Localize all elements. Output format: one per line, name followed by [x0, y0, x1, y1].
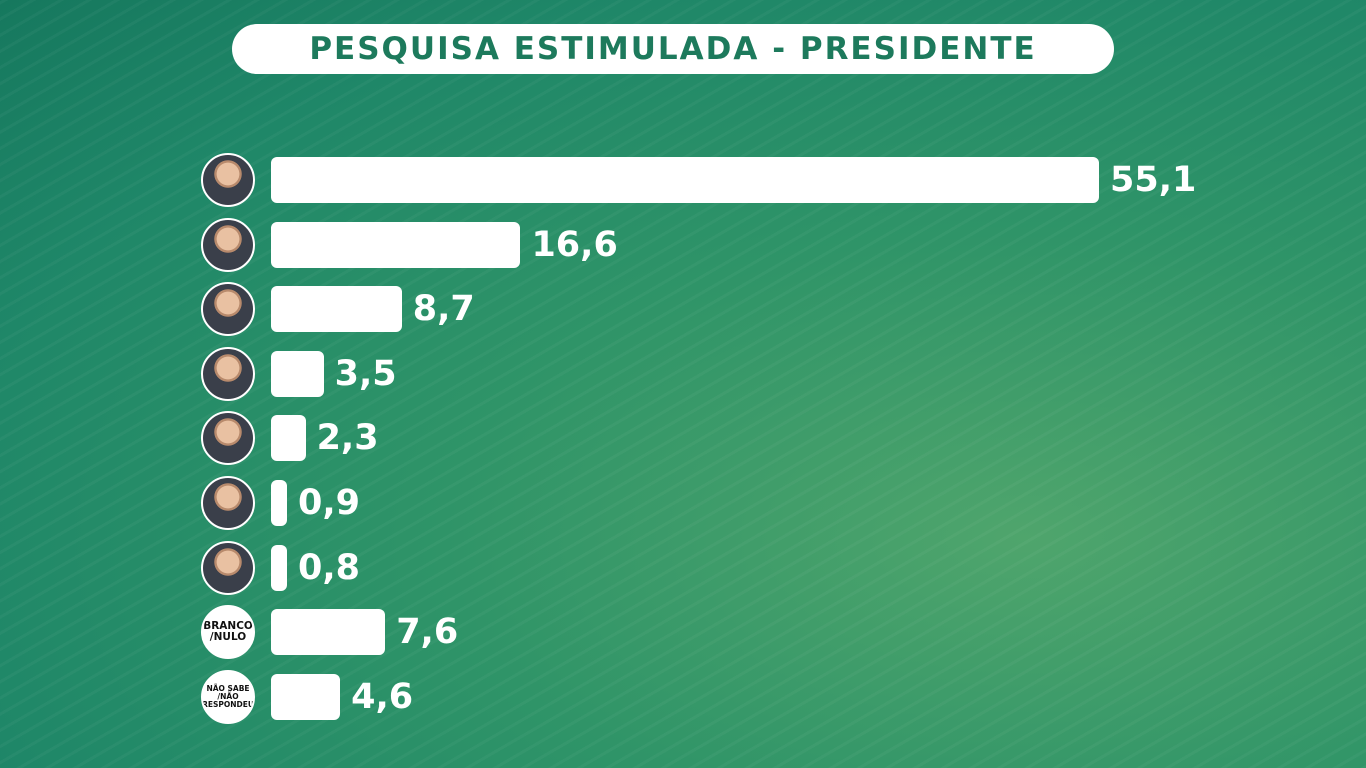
candidate-photo — [201, 282, 255, 337]
bar — [271, 480, 287, 526]
value-label: 0,8 — [298, 547, 361, 588]
value-label: 8,7 — [412, 289, 475, 330]
bar — [271, 350, 324, 397]
value-label: 2,3 — [316, 418, 379, 459]
value-label: 3,5 — [334, 353, 397, 394]
bar — [271, 221, 521, 268]
chart-title: PESQUISA ESTIMULADA - PRESIDENTE — [309, 31, 1037, 67]
bar — [271, 609, 386, 656]
value-label: 55,1 — [1110, 160, 1197, 200]
title-pill: PESQUISA ESTIMULADA - PRESIDENTE — [232, 24, 1114, 74]
candidate-photo — [201, 540, 255, 595]
value-label: 7,6 — [396, 612, 459, 653]
bar — [271, 157, 1099, 203]
bar — [271, 415, 306, 462]
category-label: NÃO SABE /NÃO RESPONDEU — [201, 669, 255, 724]
candidate-photo — [201, 217, 255, 272]
bar — [271, 673, 341, 720]
bar — [271, 286, 402, 333]
value-label: 4,6 — [351, 676, 414, 717]
candidate-photo — [201, 153, 255, 207]
category-label: BRANCO /NULO — [201, 605, 255, 660]
bar — [271, 544, 287, 591]
candidate-photo — [201, 346, 255, 401]
value-label: 0,9 — [298, 483, 361, 523]
candidate-photo — [201, 476, 255, 530]
value-label: 16,6 — [531, 224, 618, 265]
candidate-photo — [201, 411, 255, 466]
